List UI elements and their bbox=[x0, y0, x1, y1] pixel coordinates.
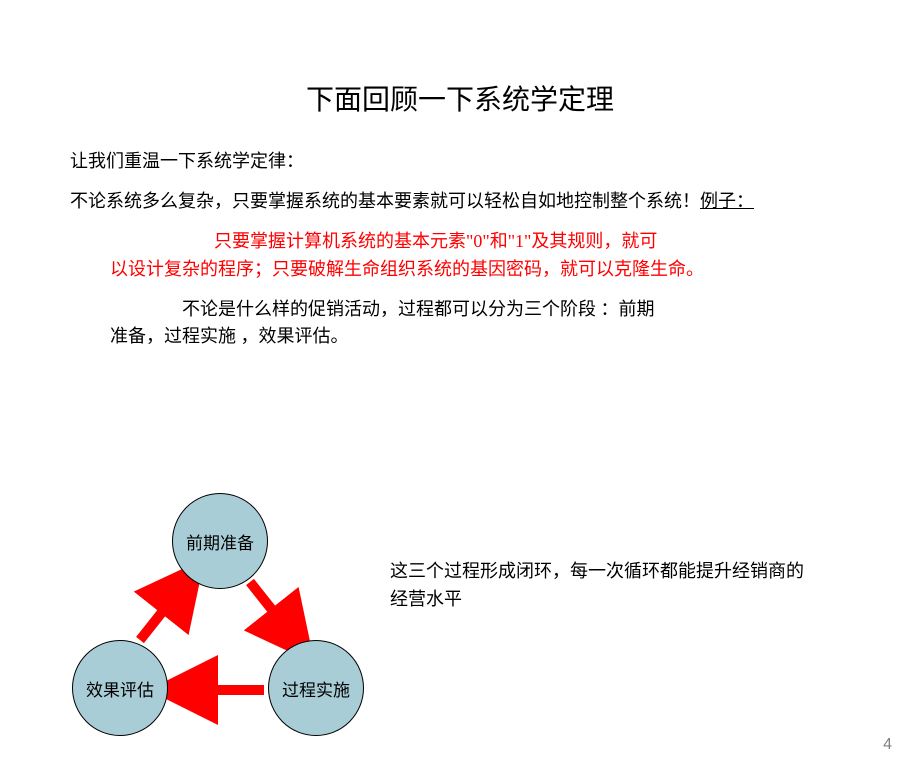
stages-line-2: 准备，过程实施 ，效果评估。 bbox=[110, 326, 349, 346]
cycle-diagram: 前期准备 效果评估 过程实施 bbox=[60, 478, 380, 738]
node-implementation: 过程实施 bbox=[268, 640, 364, 736]
example-label: 例子： bbox=[700, 191, 754, 211]
slide-title: 下面回顾一下系统学定理 bbox=[0, 78, 920, 118]
content-block: 让我们重温一下系统学定律： 不论系统多么复杂，只要掌握系统的基本要素就可以轻松自… bbox=[70, 148, 850, 351]
node-evaluation: 效果评估 bbox=[72, 640, 168, 736]
stages-line-1: 不论是什么样的促销活动，过程都可以分为三个阶段 ：前期 bbox=[182, 299, 655, 319]
red-example: 只要掌握计算机系统的基本元素"0"和"1"及其规则，就可 以设计复杂的程序；只要… bbox=[110, 228, 850, 284]
red-line-2: 以设计复杂的程序；只要破解生命组织系统的基因密码，就可以克隆生命。 bbox=[110, 259, 704, 279]
red-line-1: 只要掌握计算机系统的基本元素"0"和"1"及其规则，就可 bbox=[214, 231, 657, 251]
intro-line: 让我们重温一下系统学定律： bbox=[70, 148, 850, 176]
principle-line: 不论系统多么复杂，只要掌握系统的基本要素就可以轻松自如地控制整个系统！例子： bbox=[70, 188, 850, 216]
stages-text: 不论是什么样的促销活动，过程都可以分为三个阶段 ：前期 准备，过程实施 ，效果评… bbox=[110, 296, 850, 352]
arrow-top-to-right bbox=[250, 582, 296, 640]
diagram-caption: 这三个过程形成闭环，每一次循环都能提升经销商的经营水平 bbox=[390, 558, 810, 614]
principle-text: 不论系统多么复杂，只要掌握系统的基本要素就可以轻松自如地控制整个系统！ bbox=[70, 191, 700, 211]
arrow-left-to-top bbox=[140, 582, 186, 640]
page-number: 4 bbox=[883, 736, 892, 754]
node-preparation: 前期准备 bbox=[172, 493, 268, 589]
